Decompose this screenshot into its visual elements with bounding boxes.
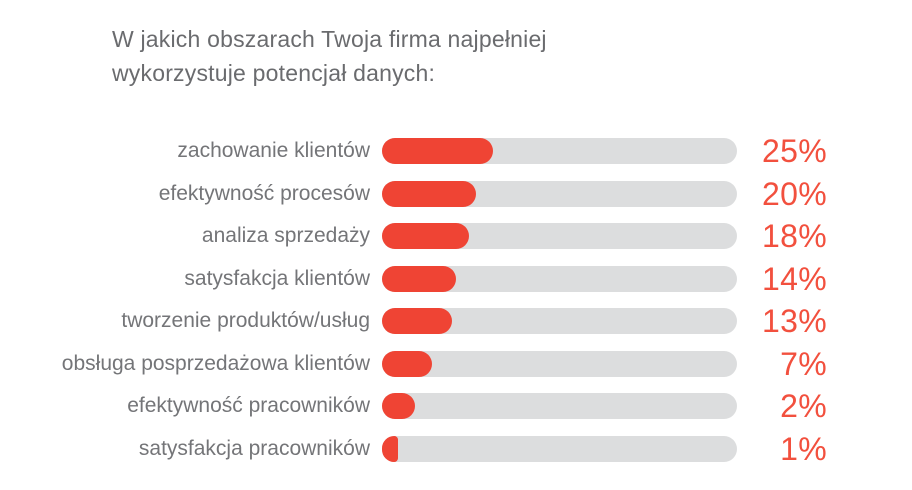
value-label: 20%	[762, 175, 827, 212]
bar-track	[382, 435, 737, 462]
category-label: efektywność pracowników	[127, 394, 370, 417]
bar-track	[382, 223, 737, 249]
bar-fill	[382, 180, 476, 207]
bar-fill	[382, 223, 469, 249]
chart-row: satysfakcja pracowników 1%	[0, 430, 827, 467]
value-label: 25%	[762, 133, 827, 169]
category-label: satysfakcja klientów	[184, 266, 370, 290]
bar-fill	[382, 138, 493, 164]
category-label: satysfakcja pracowników	[138, 436, 370, 460]
bar-fill	[382, 350, 432, 377]
category-label: zachowanie klientów	[177, 139, 370, 162]
bar-track	[382, 308, 737, 334]
chart-row: obsługa posprzedażowa klientów 7%	[0, 345, 827, 382]
bar-fill	[382, 265, 456, 292]
category-label: tworzenie produktów/usług	[121, 309, 370, 332]
chart-row: analiza sprzedaży 18%	[0, 218, 827, 254]
value-label: 2%	[780, 388, 827, 424]
category-label: obsługa posprzedażowa klientów	[61, 351, 370, 375]
bar-track	[382, 180, 737, 207]
bar-fill	[382, 435, 398, 462]
chart-title: W jakich obszarach Twoja firma najpełnie…	[112, 26, 547, 86]
chart-row: efektywność pracowników 2%	[0, 388, 827, 424]
bar-fill	[382, 393, 415, 419]
bar-fill	[382, 308, 452, 334]
value-label: 18%	[762, 218, 827, 254]
chart-row: tworzenie produktów/usług 13%	[0, 303, 827, 339]
value-label: 13%	[762, 303, 827, 339]
value-label: 14%	[762, 260, 827, 297]
value-label: 7%	[780, 345, 827, 382]
category-label: analiza sprzedaży	[201, 224, 370, 247]
category-label: efektywność procesów	[158, 181, 370, 205]
bar-track	[382, 138, 737, 164]
value-label: 1%	[780, 430, 827, 467]
chart-row: zachowanie klientów 25%	[0, 133, 827, 169]
chart-row: efektywność procesów 20%	[0, 175, 827, 212]
bar-track	[382, 350, 737, 377]
bar-chart-rows: zachowanie klientów 25% efektywność proc…	[0, 133, 827, 467]
bar-track	[382, 265, 737, 292]
bar-track	[382, 393, 737, 419]
chart-row: satysfakcja klientów 14%	[0, 260, 827, 297]
